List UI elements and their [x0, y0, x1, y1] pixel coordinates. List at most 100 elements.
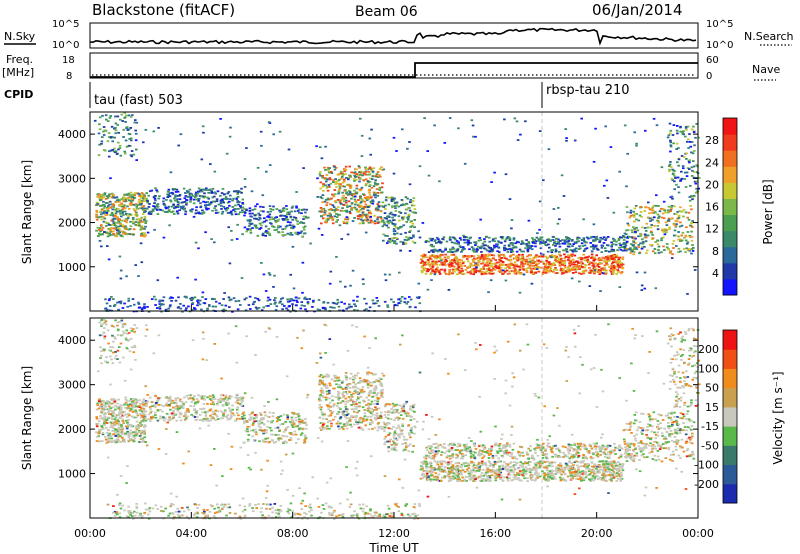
echo-point: [111, 325, 114, 327]
echo-point: [140, 194, 144, 197]
power-ylabel: Slant Range [km]: [20, 160, 34, 264]
echo-point: [599, 269, 602, 272]
echo-point: [135, 215, 139, 218]
echo-point: [104, 210, 107, 213]
echo-point: [220, 394, 223, 396]
echo-point: [692, 160, 695, 162]
echo-point: [106, 308, 109, 311]
echo-point: [506, 273, 510, 275]
echo-point: [348, 184, 352, 187]
echo-point: [335, 213, 338, 215]
echo-point: [102, 418, 105, 421]
echo-point: [355, 201, 358, 204]
echo-point: [510, 219, 514, 221]
echo-point: [495, 261, 499, 264]
echo-point: [499, 253, 502, 256]
echo-point: [490, 250, 494, 253]
echo-point: [275, 417, 279, 419]
echo-point: [554, 257, 557, 260]
echo-point: [626, 222, 630, 225]
echo-point: [168, 297, 172, 300]
echo-point: [375, 184, 379, 186]
echo-point: [112, 222, 116, 225]
echo-point: [133, 433, 137, 435]
echo-point: [474, 241, 478, 244]
noise-panel: N.Sky 10^5 10^0 10^5 10^0 N.Search: [4, 19, 794, 51]
echo-point: [126, 305, 129, 308]
echo-point: [146, 207, 149, 210]
echo-point: [693, 269, 697, 271]
echo-point: [629, 209, 633, 212]
echo-point: [383, 273, 387, 276]
echo-point: [679, 250, 682, 253]
echo-point: [173, 188, 177, 191]
echo-point: [508, 264, 512, 267]
echo-point: [357, 165, 361, 167]
echo-point: [463, 241, 467, 244]
echo-point: [201, 296, 204, 298]
echo-point: [426, 150, 429, 152]
echo-point: [291, 205, 295, 208]
echo-point: [110, 402, 114, 405]
echo-point: [135, 159, 138, 161]
echo-point: [376, 222, 379, 224]
echo-point: [590, 235, 593, 238]
echo-point: [108, 433, 112, 436]
echo-point: [295, 205, 298, 208]
echo-point: [567, 240, 570, 243]
echo-point: [208, 189, 212, 191]
echo-point: [478, 237, 482, 239]
echo-point: [412, 211, 416, 214]
echo-point: [243, 420, 246, 423]
echo-point: [178, 209, 181, 212]
echo-point: [165, 404, 169, 407]
echo-point: [109, 149, 113, 152]
echo-point: [448, 117, 452, 119]
echo-point: [345, 177, 348, 179]
echo-point: [112, 233, 115, 235]
echo-point: [480, 257, 484, 260]
freq-label: Freq.: [6, 53, 33, 66]
echo-point: [515, 263, 518, 266]
echo-point: [545, 271, 549, 274]
echo-point: [615, 260, 618, 263]
echo-point: [571, 268, 575, 271]
echo-point: [463, 236, 466, 239]
echo-point: [109, 214, 112, 217]
echo-point: [392, 199, 395, 202]
echo-point: [570, 267, 574, 270]
echo-point: [144, 419, 148, 422]
beam-title: Beam 06: [355, 4, 418, 20]
echo-point: [329, 306, 332, 308]
echo-point: [359, 215, 362, 218]
echo-point: [140, 424, 143, 426]
echo-point: [466, 258, 469, 260]
echo-point: [328, 167, 331, 169]
echo-point: [278, 419, 281, 421]
echo-point: [103, 423, 106, 425]
echo-point: [260, 417, 263, 420]
echo-point: [134, 119, 137, 121]
echo-point: [135, 205, 138, 208]
echo-point: [104, 307, 107, 310]
echo-point: [110, 424, 113, 426]
echo-point: [339, 280, 342, 283]
echo-point: [690, 248, 694, 250]
echo-point: [463, 265, 467, 267]
echo-point: [259, 210, 263, 212]
echo-point: [285, 307, 288, 310]
echo-point: [492, 272, 495, 275]
echo-point: [320, 210, 323, 213]
echo-point: [115, 414, 119, 416]
echo-point: [130, 415, 134, 418]
echo-point: [530, 269, 533, 272]
echo-point: [597, 257, 601, 260]
echo-point: [102, 409, 105, 412]
echo-point: [652, 117, 656, 120]
echo-point: [114, 351, 117, 353]
echo-point: [213, 170, 217, 173]
echo-point: [441, 263, 444, 266]
echo-point: [216, 415, 219, 418]
echo-point: [139, 218, 143, 221]
